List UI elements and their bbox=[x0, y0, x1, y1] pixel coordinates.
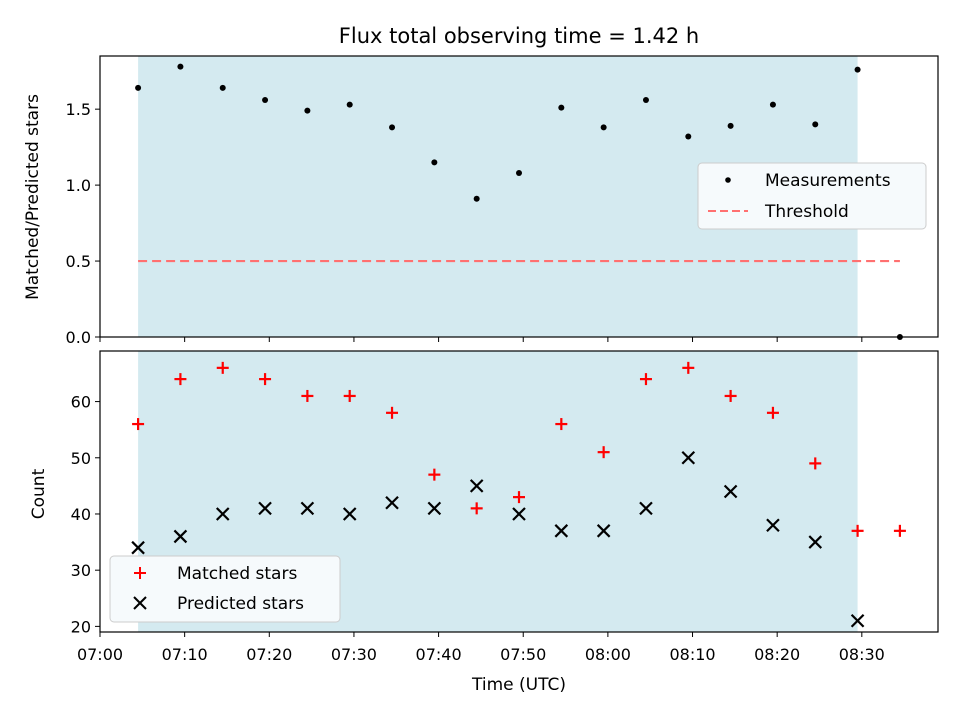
x-axis-label: Time (UTC) bbox=[471, 675, 566, 695]
measurement-point bbox=[854, 66, 861, 73]
matched-star-point bbox=[513, 491, 525, 504]
predicted-star-point bbox=[512, 507, 526, 521]
top-axes-frame bbox=[99, 55, 939, 338]
top-panel: 0.0 0.5 1.0 1.5 Matched/Predicted stars Mea… bbox=[23, 55, 939, 347]
x-tick-label: 07:30 bbox=[331, 645, 377, 664]
x-tick-label: 07:50 bbox=[500, 645, 546, 664]
legend-threshold-label: Threshold bbox=[764, 202, 849, 222]
matched-star-point bbox=[343, 389, 356, 402]
measurement-point bbox=[516, 169, 522, 176]
predicted-star-point bbox=[385, 495, 399, 510]
predicted-star-point bbox=[596, 524, 611, 538]
matched-star-point bbox=[428, 468, 441, 481]
y-tick-label: 0.0 bbox=[66, 328, 91, 347]
matched-star-point bbox=[555, 418, 568, 431]
matched-star-point bbox=[259, 373, 272, 386]
x-tick-label: 08:10 bbox=[669, 645, 715, 664]
predicted-star-point bbox=[300, 501, 315, 516]
measurement-point bbox=[600, 124, 607, 131]
measurement-point bbox=[558, 104, 565, 111]
measurement-point bbox=[177, 63, 184, 70]
predicted-star-point bbox=[258, 501, 272, 516]
measurement-point bbox=[812, 121, 819, 128]
matched-star-point bbox=[893, 524, 906, 537]
bottom-panel: 20 30 40 50 60 07:00 07:10 07:20 07:30 07:40 07:50… bbox=[29, 350, 939, 695]
bottom-y-axis-label: Count bbox=[29, 468, 49, 519]
x-tick-label: 07:10 bbox=[162, 645, 208, 664]
bottom-axes-frame bbox=[99, 350, 939, 633]
measurement-point bbox=[473, 195, 480, 202]
y-tick-label: 40 bbox=[71, 505, 91, 524]
x-tick-label: 07:20 bbox=[246, 645, 292, 664]
y-tick-label: 0.5 bbox=[66, 252, 91, 271]
legend-matched-marker bbox=[134, 567, 146, 579]
measurement-point bbox=[727, 122, 734, 129]
matched-star-point bbox=[301, 389, 314, 402]
bottom-legend: Matched stars Predicted stars bbox=[109, 555, 341, 623]
y-tick-label: 1.0 bbox=[66, 176, 91, 195]
x-tick-label: 08:30 bbox=[839, 645, 885, 664]
y-tick-label: 20 bbox=[71, 617, 91, 636]
legend-measurements-label: Measurements bbox=[765, 171, 891, 191]
matched-star-point bbox=[132, 418, 145, 431]
y-tick-label: 30 bbox=[71, 561, 91, 580]
legend-predicted-marker bbox=[133, 596, 147, 610]
predicted-star-point bbox=[173, 529, 188, 544]
matched-star-point bbox=[386, 406, 399, 419]
predicted-star-point bbox=[808, 535, 823, 549]
predicted-star-point bbox=[554, 524, 569, 538]
measurement-point bbox=[642, 97, 649, 104]
measurement-point bbox=[389, 124, 396, 131]
matched-star-point bbox=[724, 389, 737, 402]
predicted-star-point bbox=[342, 507, 357, 521]
predicted-star-point bbox=[215, 507, 230, 521]
predicted-star-point bbox=[850, 613, 865, 628]
legend-matched-label: Matched stars bbox=[177, 564, 297, 584]
predicted-star-point bbox=[681, 451, 696, 465]
predicted-star-point bbox=[723, 484, 738, 499]
x-tick-label: 07:00 bbox=[77, 645, 123, 664]
matched-star-point bbox=[216, 361, 229, 374]
y-tick-label: 50 bbox=[71, 449, 91, 468]
top-y-axis-label: Matched/Predicted stars bbox=[23, 94, 43, 300]
measurement-point bbox=[304, 107, 311, 114]
matched-star-point bbox=[682, 361, 695, 374]
measurement-point bbox=[769, 101, 776, 108]
x-tick-label: 07:40 bbox=[416, 645, 462, 664]
x-tick-label: 08:00 bbox=[585, 645, 631, 664]
top-legend: Measurements Threshold bbox=[697, 162, 927, 230]
x-tick-label: 08:20 bbox=[754, 645, 800, 664]
measurement-point bbox=[219, 84, 226, 91]
matched-star-point bbox=[766, 406, 779, 419]
matched-star-point bbox=[470, 502, 483, 515]
matched-star-point bbox=[639, 373, 652, 386]
predicted-star-point bbox=[766, 518, 780, 532]
legend-predicted-label: Predicted stars bbox=[177, 594, 304, 614]
measurement-point bbox=[431, 159, 438, 166]
measurement-point bbox=[685, 133, 692, 140]
matched-star-point bbox=[851, 524, 864, 537]
y-tick-label: 60 bbox=[71, 393, 91, 412]
legend-measurements-marker bbox=[725, 177, 731, 183]
measurement-point bbox=[346, 101, 353, 108]
measurement-point bbox=[135, 84, 142, 91]
chart-title: Flux total observing time = 1.42 h bbox=[339, 24, 699, 48]
predicted-star-point bbox=[469, 479, 484, 493]
matched-star-point bbox=[809, 457, 822, 470]
predicted-star-point bbox=[131, 540, 145, 555]
matched-star-point bbox=[174, 373, 187, 386]
measurement-point bbox=[262, 97, 269, 104]
predicted-star-point bbox=[639, 501, 653, 516]
predicted-star-point bbox=[427, 501, 442, 516]
matched-star-point bbox=[597, 446, 610, 459]
y-tick-label: 1.5 bbox=[66, 100, 91, 119]
